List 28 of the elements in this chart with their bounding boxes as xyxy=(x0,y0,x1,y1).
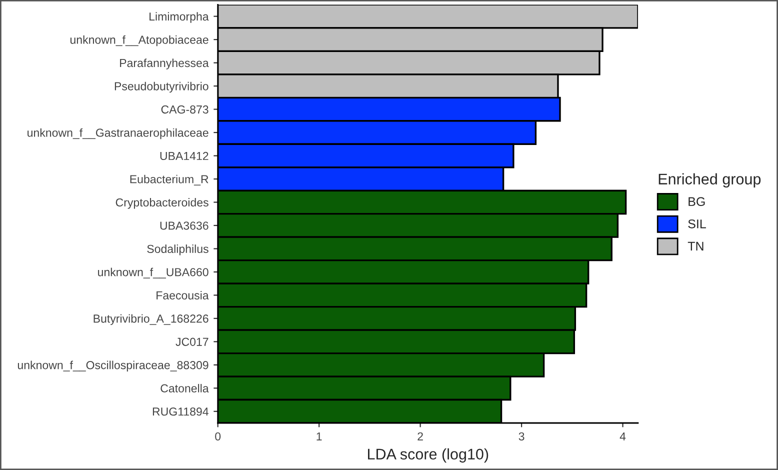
x-axis-title: LDA score (log10) xyxy=(368,448,488,463)
y-tick-label: CAG-873 xyxy=(161,105,208,114)
y-tick-label: UBA1412 xyxy=(160,152,208,160)
y-tick-label: unknown_f__UBA660 xyxy=(98,268,208,278)
y-tick-label: UBA3636 xyxy=(160,222,208,230)
legend-label: TN xyxy=(688,242,704,250)
legend-label: SIL xyxy=(688,219,706,228)
legend-title: Enriched group xyxy=(658,173,761,188)
y-tick-label: unknown_f__Oscillospiraceae_88309 xyxy=(18,360,208,372)
y-tick-label: JC017 xyxy=(176,338,208,346)
x-tick-label: 3 xyxy=(518,432,524,440)
y-tick-label: Parafannyhessea xyxy=(120,58,209,70)
y-tick-label: Limimorpha xyxy=(150,12,209,23)
y-tick-label: Faecousia xyxy=(156,291,209,300)
x-tick-label: 4 xyxy=(620,432,626,440)
y-tick-label: Sodaliphilus xyxy=(147,244,208,256)
y-tick-label: unknown_f__Gastranaerophilaceae xyxy=(28,128,208,140)
y-tick-label: Eubacterium_R xyxy=(130,174,208,186)
legend-label: BG xyxy=(688,197,705,206)
x-tick-label: 0 xyxy=(215,432,221,440)
y-tick-label: RUG11894 xyxy=(152,408,208,416)
y-tick-label: Butyrivibrio_A_168226 xyxy=(94,314,208,325)
y-tick-label: Pseudobutyrivibrio xyxy=(114,82,208,93)
y-tick-label: unknown_f__Atopobiaceae xyxy=(70,35,208,46)
y-tick-label: Cryptobacteroides xyxy=(116,198,208,209)
x-tick-label: 2 xyxy=(418,432,423,440)
x-tick-label: 1 xyxy=(316,432,322,440)
y-tick-label: Catonella xyxy=(160,384,209,392)
